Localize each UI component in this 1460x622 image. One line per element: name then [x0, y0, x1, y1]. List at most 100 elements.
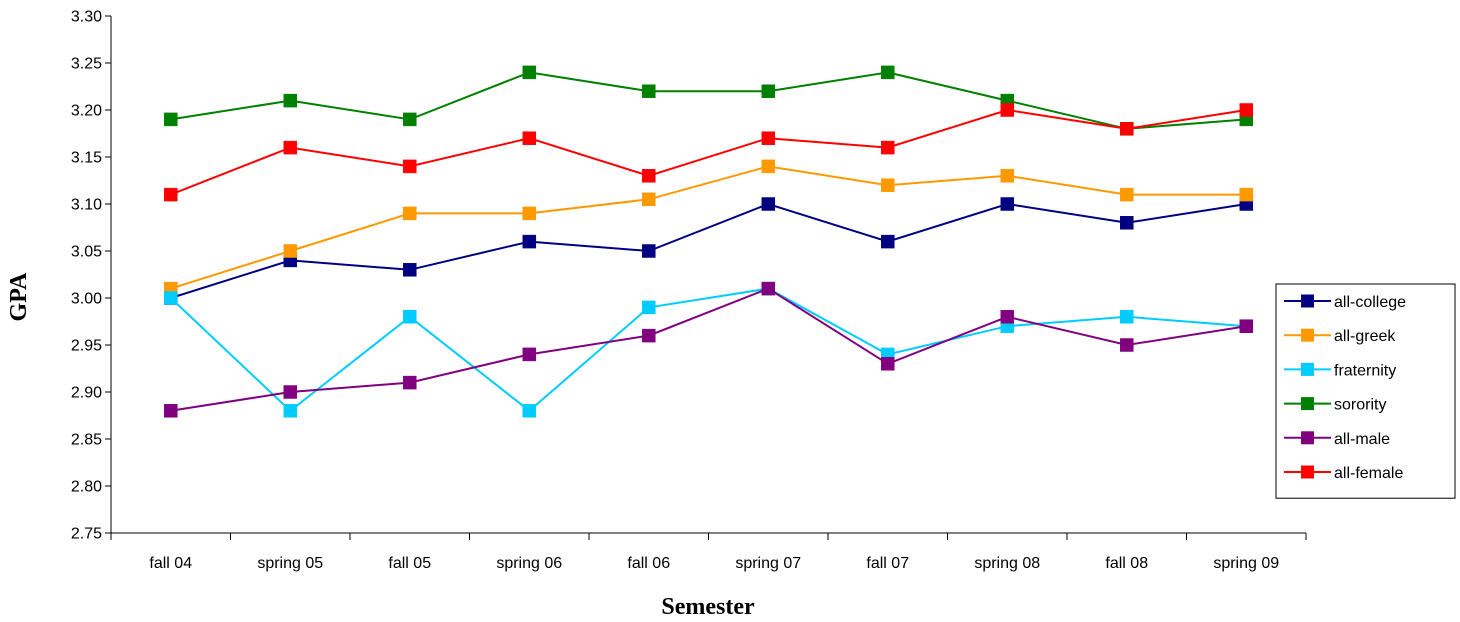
legend-label: fraternity — [1334, 362, 1396, 379]
data-point-sorority — [881, 65, 895, 80]
series-sorority — [164, 65, 1254, 136]
data-point-all-college — [522, 234, 537, 249]
data-point-all-greek — [1239, 187, 1254, 202]
legend-label: all-male — [1334, 431, 1390, 448]
data-point-all-male — [522, 347, 537, 362]
data-point-all-female — [522, 131, 537, 145]
data-point-all-female — [403, 159, 417, 174]
data-point-all-female — [283, 140, 298, 155]
data-point-all-college — [1000, 197, 1015, 211]
y-tick-label: 3.25 — [71, 56, 102, 73]
y-axis-title: GPA — [6, 272, 32, 322]
legend-item-fraternity: fraternity — [1284, 362, 1396, 379]
legend-item-all-female: all-female — [1284, 465, 1403, 482]
x-axis: fall 04 spring 05 fall 05 spring 06 fall 06 s… — [110, 532, 1307, 572]
series-all-female — [164, 103, 1254, 202]
legend-label: all-greek — [1334, 328, 1396, 345]
legend: all-college all-greek fraternity sorority al… — [1275, 283, 1456, 499]
data-point-all-female — [761, 131, 776, 145]
series-all-male — [164, 281, 1254, 418]
y-tick-label: 3.00 — [71, 291, 102, 308]
data-point-all-male — [642, 328, 656, 343]
legend-marker — [1301, 431, 1314, 445]
data-point-fraternity — [403, 310, 417, 324]
data-point-all-greek — [403, 206, 417, 221]
y-tick-label: 3.20 — [71, 103, 102, 120]
x-tick-label: fall 06 — [627, 555, 670, 572]
data-point-sorority — [283, 93, 298, 108]
data-point-all-greek — [881, 178, 895, 192]
data-point-all-college — [1120, 216, 1134, 230]
legend-marker — [1301, 362, 1314, 376]
x-tick-label: fall 08 — [1105, 555, 1148, 572]
data-point-all-male — [164, 404, 178, 418]
series-layer — [164, 65, 1254, 418]
data-point-all-male — [1120, 338, 1134, 352]
series-line-sorority — [170, 71, 1247, 130]
data-point-all-male — [283, 385, 298, 399]
x-tick-label: spring 09 — [1213, 555, 1279, 572]
data-point-all-female — [881, 140, 895, 155]
data-point-all-female — [642, 169, 656, 183]
y-tick-label: 2.80 — [71, 479, 102, 496]
y-tick-label: 3.10 — [71, 197, 102, 214]
legend-label: sorority — [1334, 397, 1386, 414]
data-point-all-male — [761, 281, 776, 296]
data-point-all-college — [761, 197, 776, 211]
legend-label: all-college — [1334, 294, 1406, 311]
data-point-fraternity — [283, 404, 298, 418]
data-point-all-greek — [283, 244, 298, 258]
x-tick-label: fall 04 — [149, 555, 192, 572]
series-line-all-male — [170, 287, 1247, 412]
x-tick-label: spring 08 — [974, 555, 1040, 572]
series-line-all-female — [170, 108, 1247, 196]
series-all-college — [164, 197, 1254, 305]
data-point-all-greek — [1120, 187, 1134, 202]
legend-marker — [1301, 397, 1314, 411]
x-tick-label: fall 07 — [866, 555, 909, 572]
y-axis: 3.30 3.25 3.20 3.15 3.10 3.05 3.00 2.95 2.90 2.85… — [71, 9, 112, 543]
data-point-all-college — [642, 244, 656, 258]
data-point-fraternity — [642, 300, 656, 315]
data-point-all-male — [881, 357, 895, 371]
y-tick-label: 3.05 — [71, 244, 102, 261]
data-point-fraternity — [522, 404, 537, 418]
data-point-sorority — [403, 112, 417, 127]
data-point-all-female — [1000, 103, 1015, 117]
x-axis-title: Semester — [661, 594, 755, 620]
legend-marker — [1301, 465, 1314, 479]
data-point-all-male — [403, 375, 417, 390]
legend-item-all-male: all-male — [1284, 431, 1390, 448]
data-point-all-college — [881, 234, 895, 249]
series-fraternity — [164, 281, 1254, 418]
data-point-fraternity — [1120, 310, 1134, 324]
y-tick-label: 2.90 — [71, 385, 102, 402]
data-point-sorority — [164, 112, 178, 127]
legend-item-all-greek: all-greek — [1284, 328, 1396, 345]
series-line-fraternity — [170, 287, 1247, 413]
legend-marker — [1301, 294, 1314, 308]
legend-item-all-college: all-college — [1284, 294, 1406, 311]
data-point-all-male — [1000, 310, 1015, 324]
data-point-sorority — [522, 65, 537, 80]
data-point-all-greek — [522, 206, 537, 221]
x-tick-label: spring 05 — [257, 555, 323, 572]
data-point-all-female — [1239, 103, 1254, 117]
y-tick-label: 3.30 — [71, 9, 102, 26]
data-point-all-female — [1120, 122, 1134, 136]
x-tick-label: fall 05 — [388, 555, 431, 572]
data-point-all-college — [403, 263, 417, 277]
data-point-all-female — [164, 187, 178, 202]
legend-marker — [1301, 328, 1314, 342]
data-point-all-greek — [642, 192, 656, 207]
y-tick-label: 3.15 — [71, 150, 102, 167]
data-point-all-greek — [1000, 169, 1015, 183]
x-tick-label: spring 06 — [496, 555, 562, 572]
y-tick-label: 2.75 — [71, 526, 102, 543]
data-point-sorority — [642, 84, 656, 98]
data-point-sorority — [761, 84, 776, 98]
data-point-all-male — [1239, 319, 1254, 333]
legend-label: all-female — [1334, 465, 1403, 482]
data-point-fraternity — [164, 291, 178, 305]
series-line-all-greek — [170, 165, 1247, 290]
